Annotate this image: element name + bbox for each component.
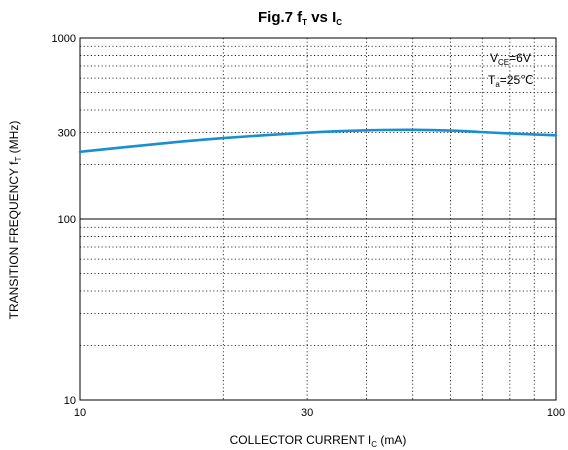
chart-title: Fig.7 fT vs IC <box>258 9 342 27</box>
y-tick-label: 300 <box>58 128 76 140</box>
y-tick-labels: 10 100 300 1000 <box>52 33 76 407</box>
x-tick-label: 30 <box>301 407 313 419</box>
x-tick-label: 10 <box>74 407 86 419</box>
annotation-vce: VCE=6V <box>490 51 531 67</box>
y-tick-label: 10 <box>64 395 76 407</box>
series-group <box>78 128 558 154</box>
x-axis-label: COLLECTOR CURRENT IC (mA) <box>230 433 407 449</box>
y-tick-label: 1000 <box>52 33 76 45</box>
y-tick-label: 100 <box>58 214 76 226</box>
series-line-ft <box>78 128 558 154</box>
x-tick-labels: 10 30 100 <box>74 407 565 419</box>
grid <box>80 38 556 400</box>
x-tick-label: 100 <box>547 407 565 419</box>
y-axis-label: TRANSITION FREQUENCY fT (MHz) <box>7 121 23 320</box>
annotation-ta: Ta=25℃ <box>488 73 534 89</box>
plot-frame <box>79 37 557 401</box>
